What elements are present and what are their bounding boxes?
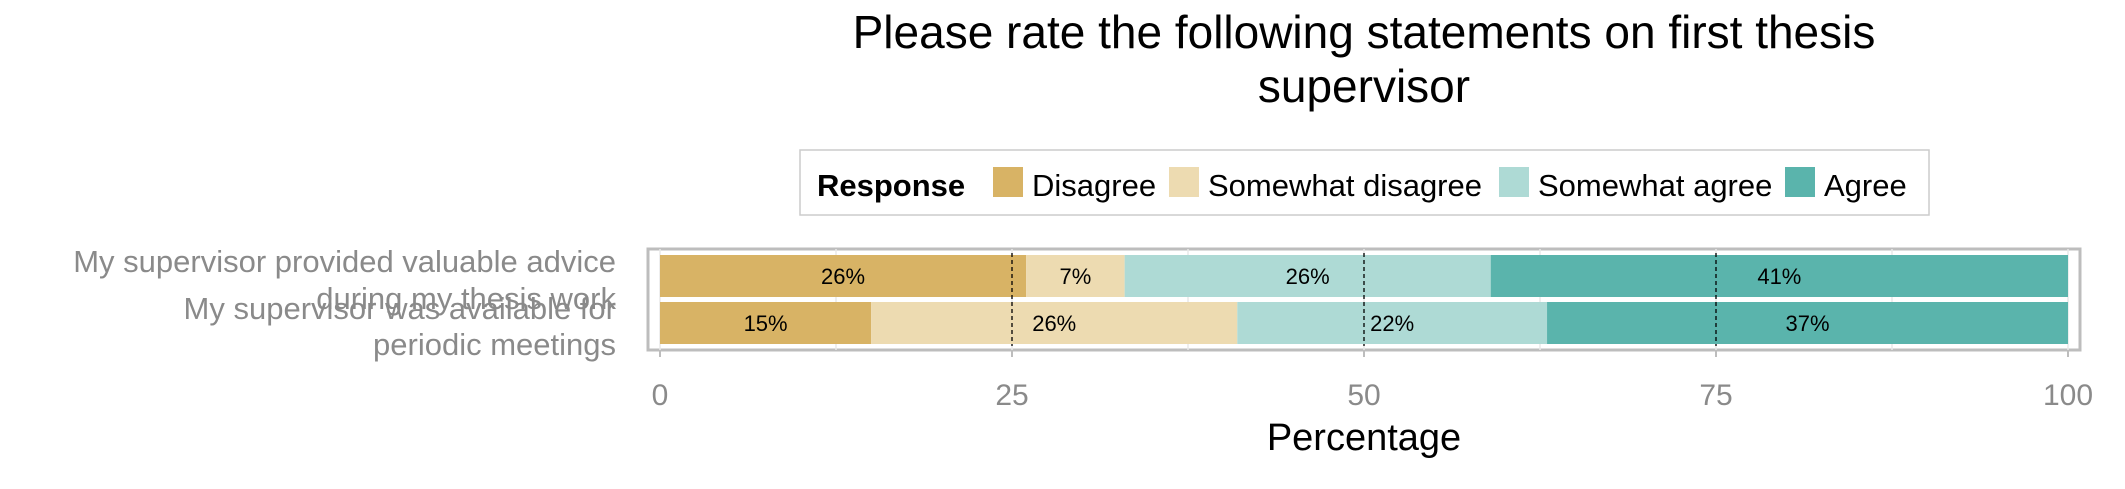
legend-box [799,149,1930,216]
data-label: 15% [744,311,788,336]
legend-title: Response [817,168,965,203]
bar-somewhat-agree-row-1 [1237,302,1548,344]
category-label: My supervisor was available for [184,291,616,326]
x-tick-label: 100 [2043,379,2093,412]
bar-somewhat-agree-row-0 [1124,255,1491,297]
legend-swatch-agree [1785,167,1815,197]
data-label: 41% [1757,264,1801,289]
legend-label: Agree [1824,168,1907,203]
bar-somewhat-disagree-row-1 [871,302,1238,344]
data-label: 37% [1785,311,1829,336]
legend-swatch-disagree [993,167,1023,197]
x-tick-label: 25 [995,379,1028,412]
bar-somewhat-disagree-row-0 [1026,255,1125,297]
data-label: 26% [821,264,865,289]
x-tick-label: 50 [1347,379,1380,412]
legend-label: Somewhat agree [1538,168,1772,203]
bar-agree-row-0 [1490,255,2068,297]
x-axis: 0 25 50 75 100 Percentage [652,350,2093,459]
chart-title-line: Please rate the following statements on … [853,6,1876,58]
chart-title: Please rate the following statements on … [853,6,1876,112]
legend: Response Disagree Somewhat disagree Somewha… [799,149,1930,216]
legend-label: Somewhat disagree [1208,168,1482,203]
bar-disagree-row-1 [660,302,872,344]
bar-disagree-row-0 [660,255,1027,297]
category-label: during my thesis work [316,281,616,316]
legend-swatch-somewhat-agree [1499,167,1529,197]
legend-label: Disagree [1032,168,1156,203]
category-label: periodic meetings [373,327,616,362]
x-axis-title: Percentage [1267,417,1461,459]
chart-title-line: supervisor [1258,60,1470,112]
data-label: 26% [1286,264,1330,289]
data-label: 22% [1370,311,1414,336]
x-tick-label: 0 [652,379,669,412]
y-axis-category-labels: My supervisor provided valuable advicedu… [73,244,616,362]
bar-agree-row-1 [1547,302,2068,344]
legend-swatch-somewhat-disagree [1169,167,1199,197]
x-tick-label: 75 [1699,379,1732,412]
data-label: 7% [1059,264,1091,289]
category-label: My supervisor provided valuable advice [73,244,616,279]
data-label: 26% [1032,311,1076,336]
plot-area: 26% 7% 26% 41% 15% 26% 22% 37% [646,247,2082,352]
